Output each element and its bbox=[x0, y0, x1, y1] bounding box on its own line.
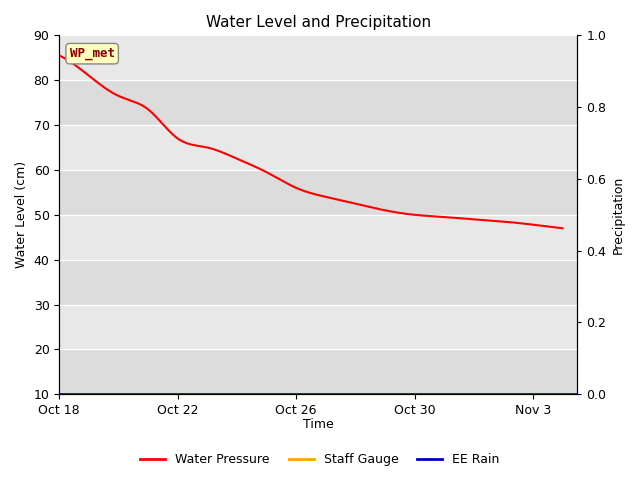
Bar bbox=[60, 36, 577, 80]
Bar bbox=[60, 260, 577, 304]
Bar bbox=[60, 304, 577, 349]
Title: Water Level and Precipitation: Water Level and Precipitation bbox=[206, 15, 431, 30]
Bar bbox=[60, 170, 577, 215]
Legend: Water Pressure, Staff Gauge, EE Rain: Water Pressure, Staff Gauge, EE Rain bbox=[136, 448, 504, 471]
Bar bbox=[60, 349, 577, 394]
Bar bbox=[60, 125, 577, 170]
Text: WP_met: WP_met bbox=[70, 47, 115, 60]
Y-axis label: Water Level (cm): Water Level (cm) bbox=[15, 161, 28, 268]
Bar bbox=[60, 80, 577, 125]
X-axis label: Time: Time bbox=[303, 419, 333, 432]
Y-axis label: Precipitation: Precipitation bbox=[612, 176, 625, 254]
Bar bbox=[60, 215, 577, 260]
